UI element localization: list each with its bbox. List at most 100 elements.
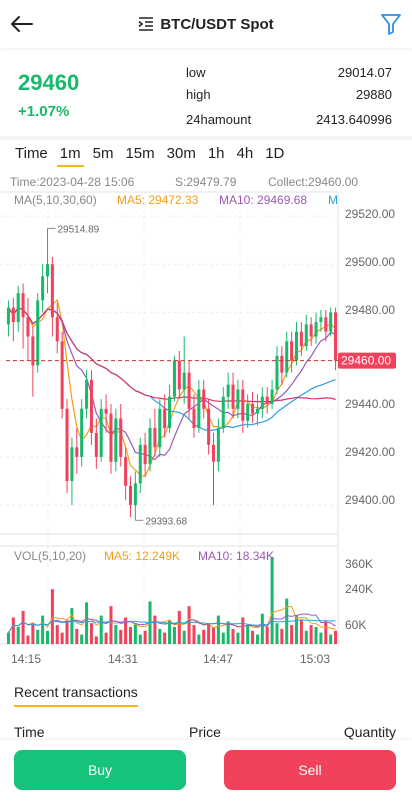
vol-ma10-legend: MA10: 18.34K [198,549,274,563]
price-tick: 29520.00 [345,207,395,221]
candle-body [251,403,255,414]
candle-body [36,300,40,366]
volume-bar [11,617,15,644]
tab-time[interactable]: Time [15,144,48,162]
sell-button[interactable]: Sell [224,750,396,790]
candle-body [138,444,142,484]
ma10-line [7,306,336,461]
volume-bar [324,621,328,644]
volume-bar [294,615,299,644]
candle-body [109,413,113,462]
price-tick: 29500.00 [345,255,395,269]
candle-body [26,317,30,337]
candle-body [158,408,162,448]
time-tick: 14:47 [203,652,233,666]
volume-bar [75,628,79,644]
volume-bar [314,626,318,644]
volume-bar [55,625,59,644]
volume-bar [21,610,25,644]
volume-bar [89,623,93,644]
buy-button[interactable]: Buy [14,750,186,790]
candle-body [172,360,176,397]
col-quantity: Quantity [343,724,396,740]
volume-bar [202,629,206,644]
page-title: BTC/USDT Spot [160,15,274,33]
time-tick: 14:31 [108,652,138,666]
candle-body [226,384,230,397]
high-annotation-label: 29514.89 [58,224,100,235]
vol-ma5-legend: MA5: 12.249K [104,549,180,563]
tab-5m[interactable]: 5m [92,144,114,162]
candle-body [124,456,128,486]
candle-body [211,444,216,462]
ma10-legend: MA10: 29469.68 [219,193,307,207]
candle-body [285,341,289,373]
volume-bar [177,610,181,644]
recent-transactions-tab[interactable]: Recent transactions [14,684,138,700]
candle-body [80,408,84,457]
volume-bars [6,556,338,644]
tab-1h[interactable]: 1h [207,144,225,162]
volume-bar [231,628,235,644]
vol-ma5-line [7,605,336,633]
time-tick: 15:03 [300,652,330,666]
volume-bar [6,632,10,644]
volume-bar [270,556,274,644]
info-time: Time:2023-04-28 15:06 [10,175,135,189]
candle-body [192,408,196,429]
arrow-left-icon[interactable] [8,10,36,38]
tab-1d[interactable]: 1D [265,144,285,162]
filter-icon[interactable] [380,12,402,36]
low-annotation-label: 29393.68 [145,516,187,527]
candle-body [304,324,308,347]
volume-bar [226,621,230,644]
volume-bar [187,606,191,644]
stat-label: low [186,64,206,80]
price-tick: 29440.00 [345,397,395,411]
candle-body [45,264,50,277]
price-tick: 29480.00 [345,303,395,317]
candle-body [246,403,250,421]
candle-body [31,336,35,366]
volume-bar [94,636,98,644]
candle-body [177,360,181,390]
candle-body [319,317,323,323]
volume-bar [138,634,142,644]
volume-bar [255,634,259,644]
divider [0,136,412,140]
high-annotation: 29514.89 [47,224,100,235]
ma30-legend: M [328,193,338,207]
tab-4h[interactable]: 4h [236,144,254,162]
candle-body [265,396,269,404]
volume-bar [26,635,30,644]
tab-1m[interactable]: 1m [56,144,84,167]
interval-tabs: Time 1m 5m 15m 30m 1h 4h 1D [14,140,285,167]
tab-30m[interactable]: 30m [166,144,196,162]
menu-indent-icon [138,17,154,31]
kline-chart[interactable]: Time:2023-04-28 15:06 S:29479.79 Collect… [0,166,412,670]
volume-bar [85,602,89,644]
candle-body [202,389,206,409]
volume-bar [80,634,84,644]
candle-body [207,408,211,445]
stat-high: high 29880 [186,83,392,105]
candle-body [187,372,191,409]
tab-15m[interactable]: 15m [125,144,155,162]
volume-ma-lines [7,605,336,633]
volume-bar [50,589,54,644]
app-header: BTC/USDT Spot [0,0,412,48]
time-tick: 14:15 [11,652,41,666]
candle-body [236,389,240,409]
volume-bar [241,617,245,644]
ticker-summary: 29460 +1.07% low 29014.07 high 29880 24h… [0,48,412,136]
candle-body [255,408,259,414]
volume-bar [334,630,338,644]
volume-bar [207,623,211,644]
volume-bar [236,632,240,644]
volume-bar [246,625,250,644]
current-price-tag-bg [338,352,396,369]
stat-value: 29880 [355,86,392,102]
current-price-tag: 29460.00 [341,354,391,368]
pair-selector[interactable]: BTC/USDT Spot [0,0,412,48]
volume-bar [172,626,176,644]
